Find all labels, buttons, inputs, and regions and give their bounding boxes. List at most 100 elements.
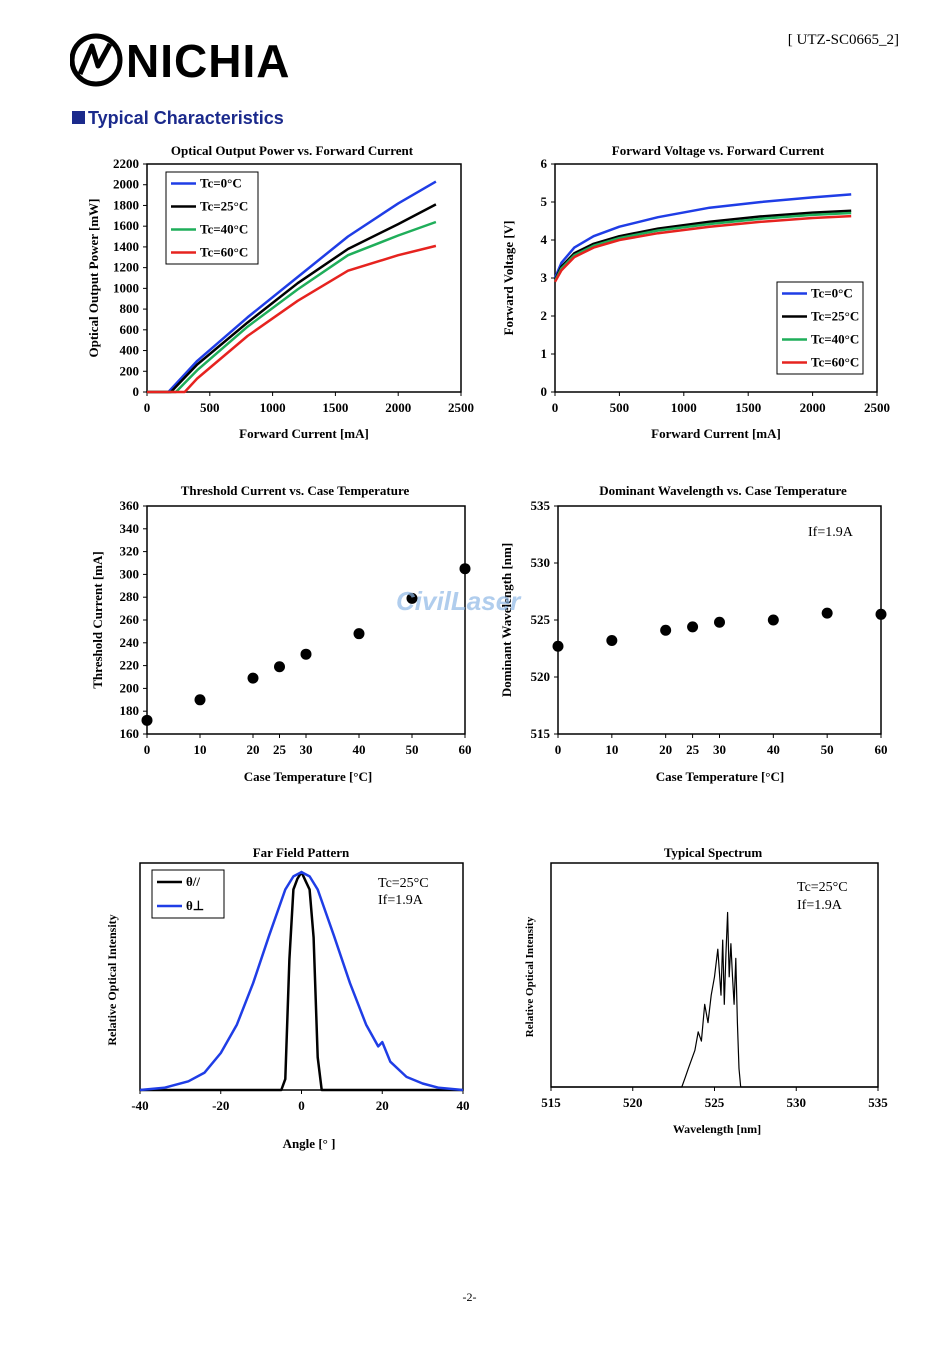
y-tick-label: 200	[120, 680, 140, 695]
y-tick-label: 3	[541, 270, 548, 285]
series-lines	[553, 193, 852, 283]
series-line	[553, 209, 852, 281]
x-ticks: 0 10 20 25 30 40 50 60	[555, 734, 888, 757]
legend-label: θ⊥	[186, 898, 204, 913]
y-axis-label: Threshold Current [mA]	[90, 551, 105, 688]
legend: Tc=0°C Tc=25°C Tc=40°C Tc=60°C	[776, 281, 864, 375]
x-tick-label: 525	[705, 1095, 725, 1110]
y-tick-label: 1400	[113, 239, 139, 254]
series-line	[553, 211, 852, 282]
x-tick-label: 535	[868, 1095, 888, 1110]
legend-box	[776, 281, 864, 375]
chart-title: Optical Output Power vs. Forward Current	[171, 143, 414, 158]
legend-label: Tc=40°C	[200, 222, 248, 237]
legend-box	[151, 869, 225, 919]
x-tick-label: -40	[131, 1098, 148, 1113]
data-point	[459, 563, 471, 575]
section-title: Typical Characteristics	[88, 108, 284, 128]
data-point	[767, 614, 779, 626]
x-ticks: 0 10 20 25 30 40 50 60	[144, 734, 472, 757]
x-axis-label: Case Temperature [°C]	[244, 769, 372, 784]
annotation-current: If=1.9A	[378, 893, 424, 908]
y-tick-label: 535	[531, 498, 551, 513]
x-tick-label: -20	[212, 1098, 229, 1113]
y-tick-label: 200	[120, 363, 140, 378]
x-tick-label: 25	[686, 742, 700, 757]
x-tick-label: 60	[875, 742, 888, 757]
x-tick-label: 40	[457, 1098, 470, 1113]
data-point	[274, 661, 285, 673]
legend-label: Tc=25°C	[200, 199, 248, 214]
chart-title: Far Field Pattern	[253, 845, 350, 860]
document-id: [ UTZ-SC0665_2]	[787, 32, 899, 48]
x-tick-label: 0	[298, 1098, 305, 1113]
y-tick-label: 1800	[113, 197, 139, 212]
y-tick-label: 400	[120, 343, 140, 358]
series-line	[553, 214, 852, 283]
annotation-temperature: Tc=25°C	[378, 876, 429, 891]
legend-label: Tc=25°C	[811, 309, 859, 324]
chart-forward-voltage: Forward Voltage vs. Forward Current Forw…	[501, 143, 890, 441]
legend-box	[165, 171, 259, 265]
y-tick-label: 530	[531, 555, 551, 570]
data-point	[194, 694, 206, 706]
x-tick-label: 20	[659, 742, 672, 757]
y-tick-label: 5	[541, 194, 548, 209]
x-tick-label: 30	[300, 742, 313, 757]
series-lines	[139, 870, 464, 1092]
legend: Tc=0°C Tc=25°C Tc=40°C Tc=60°C	[165, 171, 259, 265]
x-tick-label: 60	[459, 742, 472, 757]
x-tick-label: 40	[353, 742, 366, 757]
chart-far-field-pattern: Far Field Pattern Angle [° ] Relative Op…	[105, 845, 470, 1151]
x-tick-label: 500	[610, 400, 630, 415]
plot-area	[146, 163, 462, 393]
y-tick-label: 515	[531, 726, 551, 741]
x-tick-label: 2500	[448, 400, 474, 415]
series-line	[551, 911, 878, 1088]
y-tick-label: 520	[531, 669, 551, 684]
y-ticks: 0 200 400 600 800 1000 1200 1400 1600 1800 2000 220…	[113, 156, 147, 399]
x-axis-label: Forward Current [mA]	[239, 426, 369, 441]
data-point	[660, 624, 672, 636]
chart-title: Forward Voltage vs. Forward Current	[612, 143, 825, 158]
series-line	[147, 203, 437, 394]
data-point	[714, 616, 725, 628]
x-tick-label: 520	[623, 1095, 643, 1110]
y-tick-label: 220	[120, 658, 140, 673]
section-heading: Typical Characteristics	[72, 108, 284, 129]
data-point	[406, 592, 418, 604]
y-tick-label: 4	[541, 232, 548, 247]
x-tick-label: 1500	[735, 400, 761, 415]
x-ticks: 0 500 1000 1500 2000 2500	[144, 392, 474, 415]
watermark: CivilLaser	[396, 586, 521, 616]
x-tick-label: 0	[555, 742, 562, 757]
x-axis-label: Forward Current [mA]	[651, 426, 781, 441]
y-tick-label: 240	[120, 635, 140, 650]
legend-label: Tc=60°C	[811, 355, 859, 370]
y-tick-label: 320	[120, 544, 140, 559]
y-tick-label: 340	[120, 521, 140, 536]
y-tick-label: 525	[531, 612, 551, 627]
y-tick-label: 260	[120, 612, 140, 627]
data-point	[552, 640, 564, 652]
series-lines	[551, 911, 878, 1088]
y-axis-label: Relative Optical Intensity	[105, 914, 119, 1045]
x-tick-label: 0	[144, 400, 151, 415]
y-tick-label: 2000	[113, 177, 139, 192]
x-axis-label: Angle [° ]	[283, 1136, 336, 1151]
series-line	[139, 870, 464, 1092]
y-axis-label: Relative Optical Intensity	[524, 916, 536, 1037]
x-tick-label: 1500	[322, 400, 348, 415]
legend: θ// θ⊥	[151, 869, 225, 919]
x-tick-label: 0	[552, 400, 559, 415]
annotation-current: If=1.9A	[797, 898, 843, 913]
legend-label: Tc=60°C	[200, 245, 248, 260]
x-tick-label: 515	[541, 1095, 561, 1110]
y-tick-label: 0	[133, 384, 140, 399]
x-tick-label: 20	[247, 742, 260, 757]
x-tick-label: 2500	[864, 400, 890, 415]
data-points	[552, 607, 887, 652]
y-tick-label: 2200	[113, 156, 139, 171]
x-tick-label: 25	[273, 742, 287, 757]
y-axis-label: Dominant Wavelength [nm]	[499, 543, 514, 697]
